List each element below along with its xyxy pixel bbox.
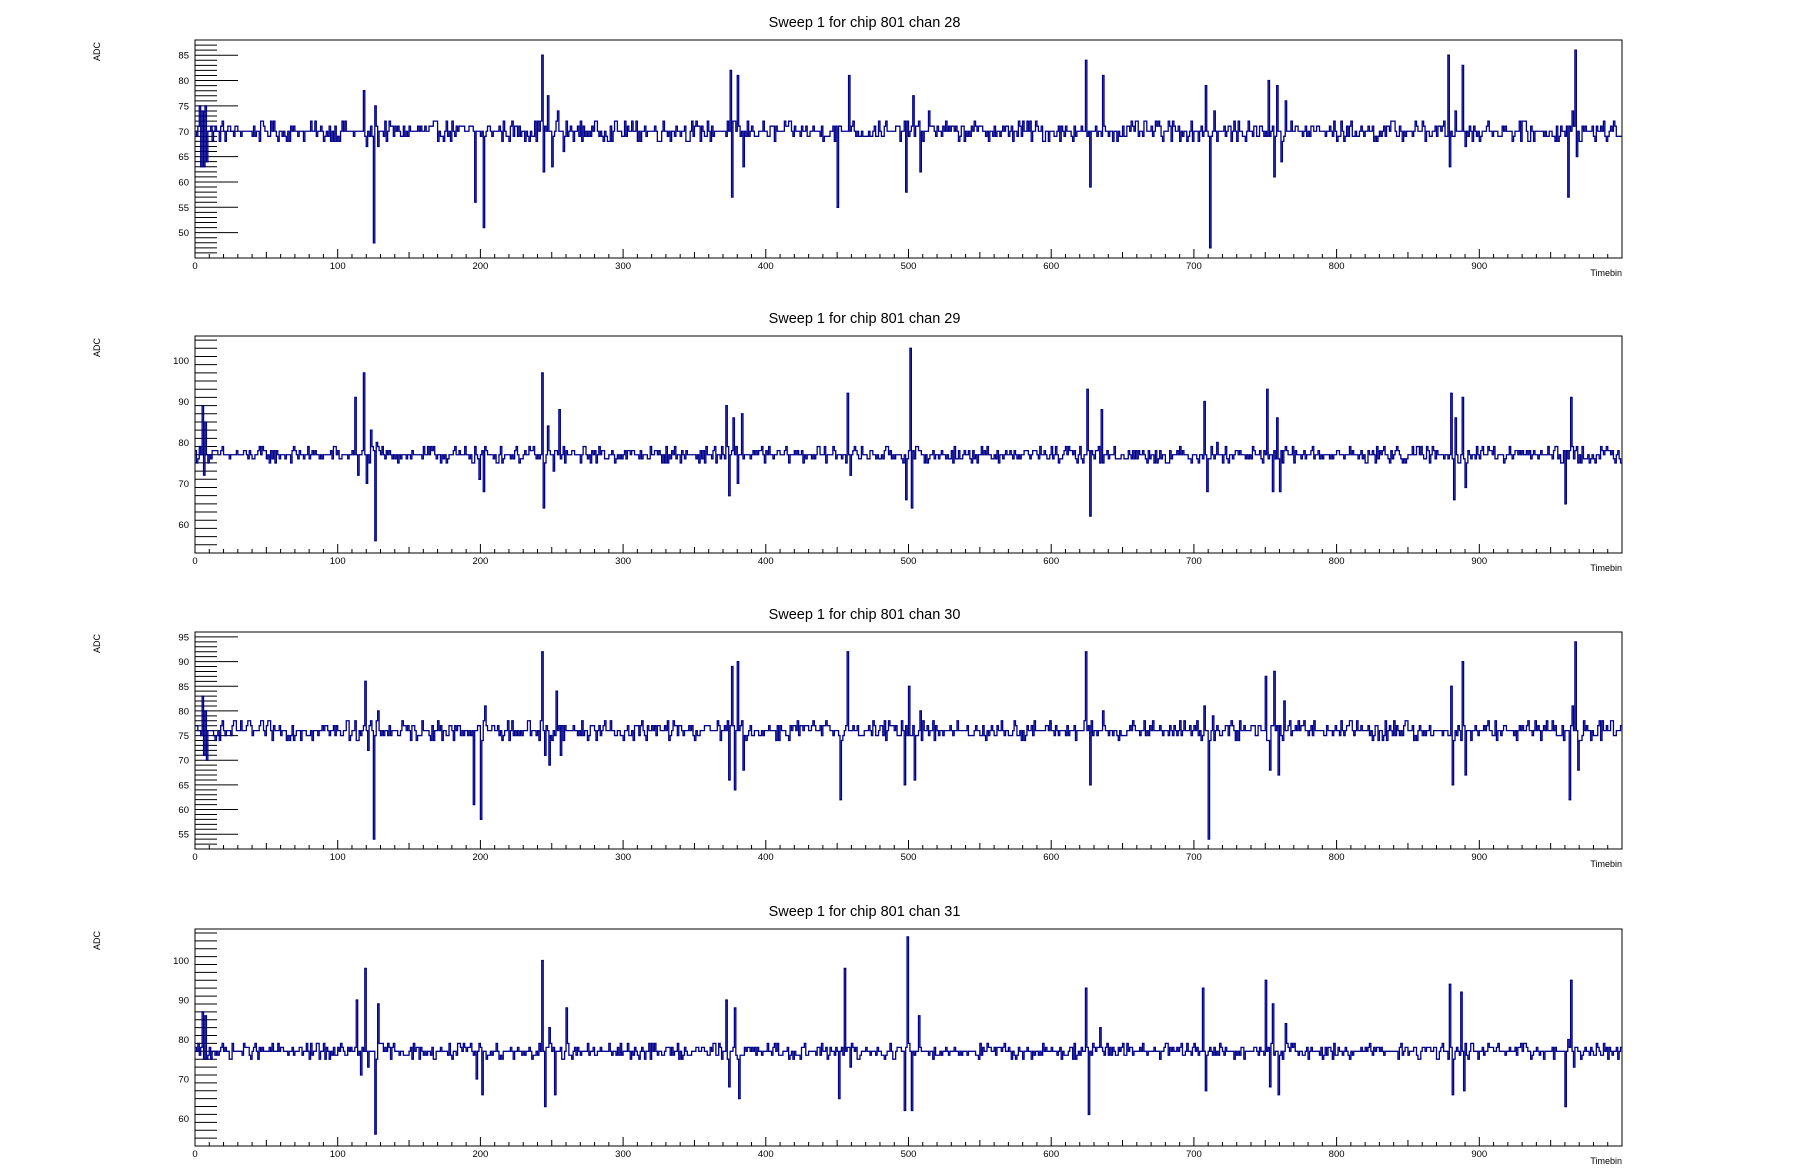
x-tick-label: 200 xyxy=(472,261,488,272)
chart-title: Sweep 1 for chip 801 chan 31 xyxy=(769,904,961,920)
x-tick-label: 300 xyxy=(615,852,631,863)
chart-panel-4: Sweep 1 for chip 801 chan 31 ADC Timebin 60… xyxy=(92,904,1623,1166)
adc-trace xyxy=(195,936,1622,1135)
adc-trace xyxy=(195,49,1622,249)
y-tick-label: 50 xyxy=(178,228,189,239)
x-tick-label: 600 xyxy=(1043,261,1059,272)
x-tick-label: 700 xyxy=(1186,556,1202,567)
x-tick-label: 500 xyxy=(901,852,917,863)
x-tick-label: 900 xyxy=(1471,556,1487,567)
y-tick-label: 90 xyxy=(178,996,189,1007)
x-tick-label: 200 xyxy=(472,556,488,567)
y-tick-label: 80 xyxy=(178,76,189,87)
chart-title: Sweep 1 for chip 801 chan 29 xyxy=(769,311,961,327)
y-axis-label: ADC xyxy=(92,338,102,358)
y-tick-label: 85 xyxy=(178,682,189,693)
y-tick-label: 60 xyxy=(178,805,189,816)
x-tick-label: 400 xyxy=(758,852,774,863)
x-axis-label: Timebin xyxy=(1590,268,1622,278)
x-tick-label: 0 xyxy=(192,261,197,272)
y-tick-label: 65 xyxy=(178,780,189,791)
plot-frame xyxy=(194,631,1623,850)
x-tick-label: 100 xyxy=(330,261,346,272)
x-tick-label: 400 xyxy=(758,556,774,567)
y-tick-label: 75 xyxy=(178,731,189,742)
y-axis-label: ADC xyxy=(92,42,102,62)
x-tick-label: 500 xyxy=(901,261,917,272)
y-tick-label: 60 xyxy=(178,520,189,531)
x-tick-label: 900 xyxy=(1471,852,1487,863)
x-tick-label: 900 xyxy=(1471,1149,1487,1160)
x-tick-label: 200 xyxy=(472,1149,488,1160)
chart-panel-2: Sweep 1 for chip 801 chan 29 ADC Timebin 60… xyxy=(92,311,1623,573)
x-tick-label: 700 xyxy=(1186,1149,1202,1160)
chart-title: Sweep 1 for chip 801 chan 30 xyxy=(769,607,961,623)
x-tick-label: 200 xyxy=(472,852,488,863)
chart-panel-3: Sweep 1 for chip 801 chan 30 ADC Timebin 55… xyxy=(92,607,1623,869)
x-tick-label: 100 xyxy=(330,556,346,567)
x-tick-label: 900 xyxy=(1471,261,1487,272)
x-tick-label: 600 xyxy=(1043,1149,1059,1160)
x-tick-label: 500 xyxy=(901,556,917,567)
y-axis-label: ADC xyxy=(92,634,102,654)
y-tick-label: 90 xyxy=(178,397,189,408)
y-tick-label: 100 xyxy=(173,356,189,367)
y-tick-label: 70 xyxy=(178,1074,189,1085)
y-tick-label: 65 xyxy=(178,152,189,163)
x-tick-label: 800 xyxy=(1329,852,1345,863)
x-tick-label: 800 xyxy=(1329,261,1345,272)
y-tick-label: 80 xyxy=(178,1035,189,1046)
x-tick-label: 600 xyxy=(1043,852,1059,863)
x-tick-label: 300 xyxy=(615,556,631,567)
y-tick-label: 90 xyxy=(178,657,189,668)
x-tick-label: 100 xyxy=(330,1149,346,1160)
y-tick-label: 80 xyxy=(178,706,189,717)
x-tick-label: 400 xyxy=(758,261,774,272)
x-tick-label: 700 xyxy=(1186,261,1202,272)
x-tick-label: 400 xyxy=(758,1149,774,1160)
y-tick-label: 75 xyxy=(178,101,189,112)
x-tick-label: 700 xyxy=(1186,852,1202,863)
x-tick-label: 800 xyxy=(1329,1149,1345,1160)
y-tick-label: 85 xyxy=(178,51,189,62)
x-axis-label: Timebin xyxy=(1590,1156,1622,1166)
x-tick-label: 0 xyxy=(192,852,197,863)
y-tick-label: 55 xyxy=(178,203,189,214)
x-tick-label: 0 xyxy=(192,556,197,567)
adc-trace xyxy=(195,347,1622,542)
chart-title: Sweep 1 for chip 801 chan 28 xyxy=(769,15,961,31)
y-axis-label: ADC xyxy=(92,931,102,951)
y-tick-label: 80 xyxy=(178,438,189,449)
chart-panel-1: Sweep 1 for chip 801 chan 28 ADC Timebin 50… xyxy=(92,15,1623,278)
x-tick-label: 600 xyxy=(1043,556,1059,567)
adc-trace xyxy=(195,641,1622,840)
y-tick-label: 60 xyxy=(178,1114,189,1125)
x-tick-label: 0 xyxy=(192,1149,197,1160)
plot-frame xyxy=(194,39,1623,259)
plot-frame xyxy=(194,335,1623,554)
x-axis-label: Timebin xyxy=(1590,563,1622,573)
x-tick-label: 300 xyxy=(615,261,631,272)
x-tick-label: 100 xyxy=(330,852,346,863)
y-tick-label: 70 xyxy=(178,756,189,767)
y-tick-label: 70 xyxy=(178,127,189,138)
y-tick-label: 100 xyxy=(173,956,189,967)
x-tick-label: 300 xyxy=(615,1149,631,1160)
y-tick-label: 60 xyxy=(178,177,189,188)
x-tick-label: 800 xyxy=(1329,556,1345,567)
y-tick-label: 95 xyxy=(178,632,189,643)
y-tick-label: 55 xyxy=(178,830,189,841)
x-tick-label: 500 xyxy=(901,1149,917,1160)
y-tick-label: 70 xyxy=(178,479,189,490)
x-axis-label: Timebin xyxy=(1590,859,1622,869)
